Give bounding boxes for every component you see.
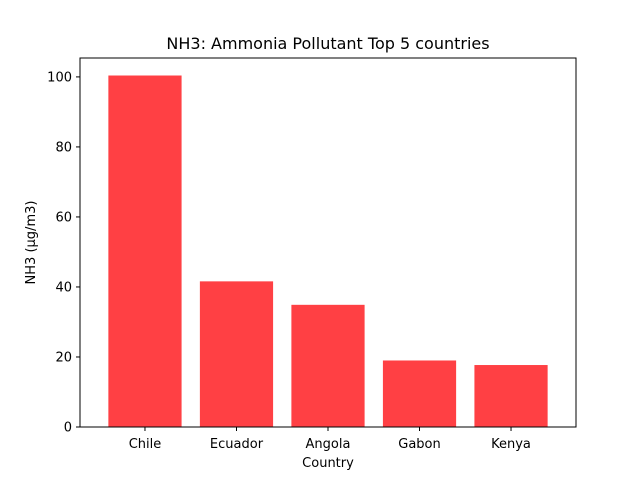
bar-chile	[108, 75, 182, 427]
bar-gabon	[382, 360, 457, 427]
x-tick-label: Chile	[129, 437, 162, 452]
bar-angola	[291, 304, 365, 427]
chart-title: NH3: Ammonia Pollutant Top 5 countries	[166, 34, 489, 53]
y-tick-label: 0	[64, 421, 72, 436]
y-tick-label: 60	[55, 210, 72, 225]
y-axis-label: NH3 (µg/m3)	[24, 201, 39, 285]
y-tick-label: 100	[47, 70, 72, 85]
y-tick-label: 80	[55, 140, 72, 155]
y-tick-label: 20	[55, 350, 72, 365]
bars-group	[108, 75, 548, 427]
x-axis-label: Country	[302, 456, 354, 471]
x-tick-label: Gabon	[398, 437, 441, 452]
plot-frame	[79, 57, 577, 428]
x-tick-label: Ecuador	[210, 437, 264, 452]
bar-kenya	[474, 365, 548, 427]
x-axis-ticks: Chile Ecuador Angola Gabon Kenya	[129, 427, 531, 452]
x-tick-label: Kenya	[491, 437, 531, 452]
bar-ecuador	[199, 281, 274, 427]
y-axis-ticks: 0 20 40 60 80 100	[47, 70, 80, 436]
y-tick-label: 40	[55, 280, 72, 295]
x-tick-label: Angola	[306, 437, 351, 452]
